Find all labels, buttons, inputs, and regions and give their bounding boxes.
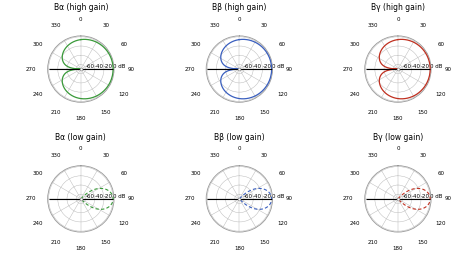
Title: Bα (low gain): Bα (low gain) xyxy=(55,133,106,141)
Title: Bγ (low gain): Bγ (low gain) xyxy=(372,133,422,141)
Title: Bα (high gain): Bα (high gain) xyxy=(53,3,108,12)
Title: Bβ (high gain): Bβ (high gain) xyxy=(212,3,266,12)
Title: Bγ (high gain): Bγ (high gain) xyxy=(370,3,424,12)
Title: Bβ (low gain): Bβ (low gain) xyxy=(214,133,264,141)
